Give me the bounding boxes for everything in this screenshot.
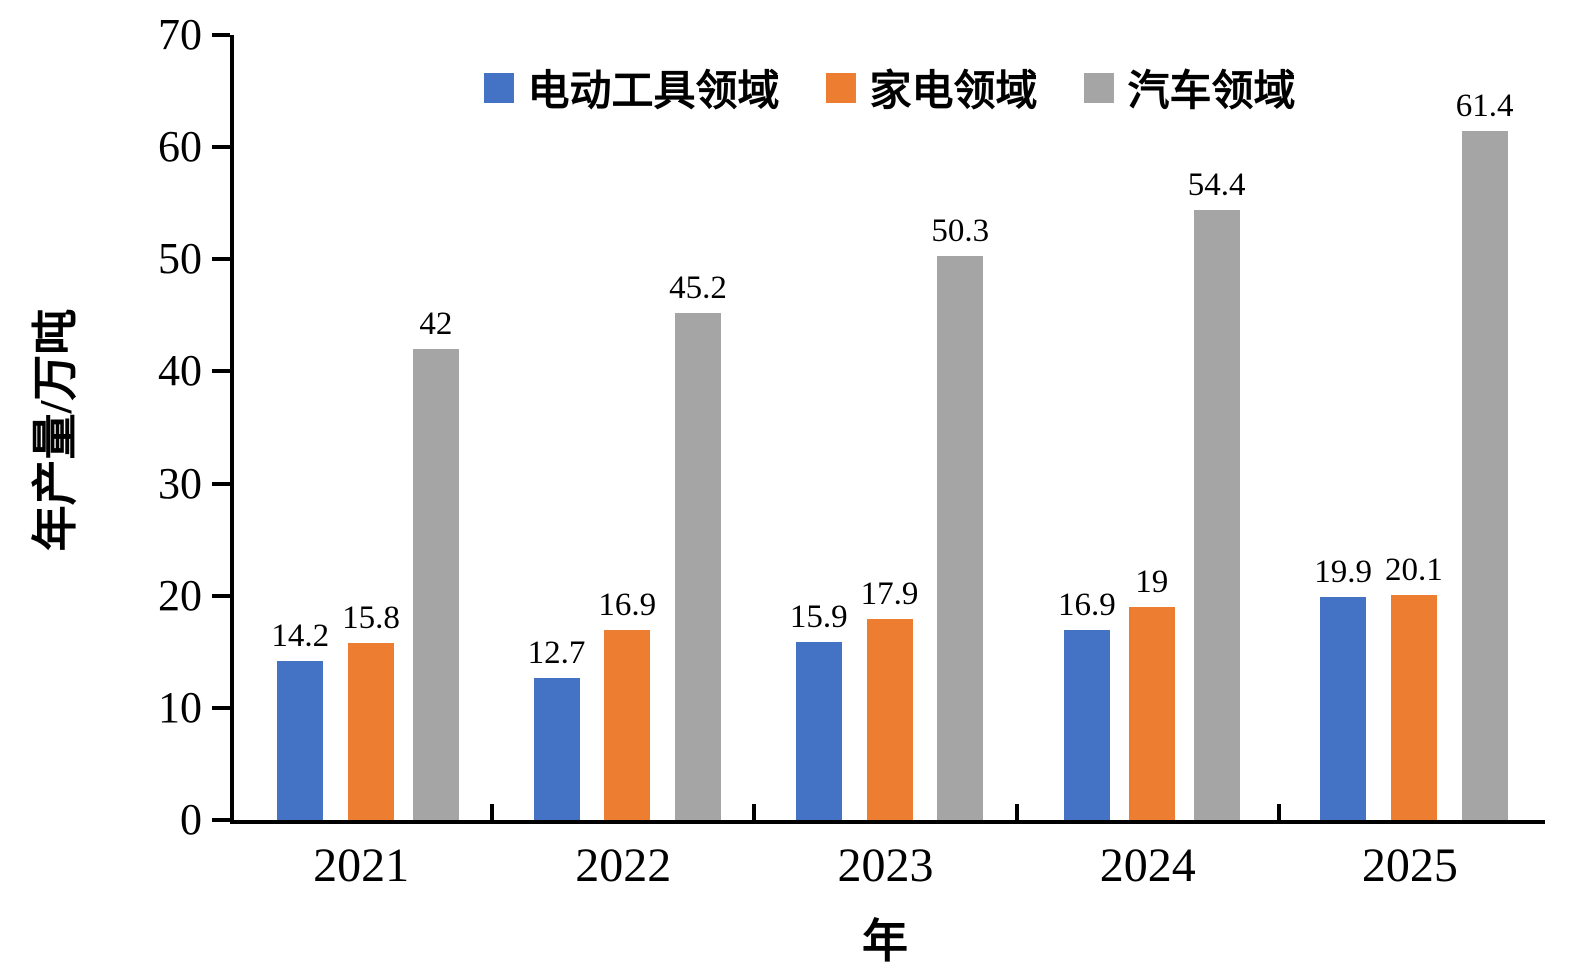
y-axis-tick [212,705,230,710]
bar [795,641,842,820]
bar-value-label: 16.9 [598,587,657,624]
bar-value-label: 12.7 [527,634,586,671]
bar [1128,606,1175,820]
legend-swatch-blue [483,72,514,103]
y-axis-tick-label: 30 [158,458,202,508]
bar-value-label: 15.9 [789,598,848,635]
bar-value-label: 45.2 [669,270,727,307]
bar-value-label: 17.9 [860,576,919,613]
bar [604,630,651,820]
bar-value-label: 20.1 [1385,551,1443,588]
bar-groups: 14.2 15.8 42 12.7 16.9 45.2 15.9 17.9 50.3 16.9 19… [234,35,1545,820]
y-axis-tick-label: 10 [158,682,202,732]
legend-swatch-orange [825,72,856,103]
legend-item-home-appliance: 家电领域 [825,57,1038,118]
bar-column: 45.2 [669,272,727,820]
y-axis-tick-label: 70 [158,10,202,59]
bar-column: 16.9 [1058,589,1116,820]
bar-column: 17.9 [860,576,919,820]
bar-value-label: 42 [419,306,453,342]
x-axis-tick-label: 2022 [575,839,672,892]
y-axis-tick [212,145,230,150]
x-axis-tick-label: 2024 [1099,839,1196,892]
y-axis-tick-label: 40 [158,346,202,396]
bar [412,349,459,820]
bar-group-2022: 12.7 16.9 45.2 [496,35,758,820]
x-axis-tick-label: 2023 [837,839,934,892]
bar [1390,594,1437,820]
bar [533,677,580,820]
bar-group-2024: 16.9 19 54.4 [1021,35,1283,820]
bar-column: 16.9 [598,589,656,820]
bar-value-label: 50.3 [931,212,990,249]
bar-group-2023: 15.9 17.9 50.3 [758,35,1020,820]
bar-value-label: 61.4 [1455,88,1514,125]
bar [1461,131,1508,820]
y-axis-tick-label: 0 [180,795,202,844]
x-axis-tick [1014,804,1019,820]
x-axis-tick-label: 2025 [1361,839,1458,892]
bar-column: 19.9 [1314,553,1373,820]
bar-column: 19 [1128,563,1175,820]
y-axis-title: 年产量/万吨 [30,308,81,552]
bar-value-label: 54.4 [1187,166,1246,203]
plot-area: 14.2 15.8 42 12.7 16.9 45.2 15.9 17.9 50.3 16.9 19… [230,35,1545,824]
bar [1320,596,1367,820]
bar-value-label: 19 [1135,563,1169,600]
bar-column: 14.2 [271,617,330,820]
x-axis-tick [1276,804,1281,820]
bar-column: 15.9 [789,598,848,820]
y-axis-tick-label: 60 [158,122,202,172]
x-axis-title: 年 [862,916,908,967]
bar-value-label: 16.9 [1057,587,1116,624]
legend-label: 电动工具领域 [527,69,780,115]
x-axis-tick [490,804,495,820]
bar [347,642,394,820]
legend-item-automotive: 汽车领域 [1083,57,1296,118]
bar [675,313,722,820]
bar-column: 12.7 [527,634,586,820]
y-axis-tick [212,257,230,262]
bar-column: 50.3 [931,212,990,820]
x-axis-tick [752,804,757,820]
y-axis-tick-label: 50 [158,234,202,284]
y-axis-tick [212,33,230,37]
bar [277,660,324,820]
legend-swatch-gray [1083,72,1114,103]
bar [1063,630,1110,820]
legend-item-power-tools: 电动工具领域 [483,57,779,118]
bar-value-label: 19.9 [1314,553,1373,590]
y-axis-tick [212,593,230,598]
bar-column: 20.1 [1385,551,1443,820]
x-axis-tick-label: 2021 [313,839,410,892]
bar-group-2025: 19.9 20.1 61.4 [1283,35,1545,820]
y-axis-tick [212,818,230,822]
bar-value-label: 14.2 [271,617,330,654]
y-axis-tick-label: 20 [158,570,202,620]
bar [866,619,913,820]
legend-label: 家电领域 [869,69,1038,115]
legend: 电动工具领域 家电领域 汽车领域 [483,57,1296,118]
bar-column: 42 [412,306,459,820]
bar-value-label: 15.8 [342,599,400,636]
bar [937,255,984,820]
bar-column: 61.4 [1456,90,1514,820]
bar-group-2021: 14.2 15.8 42 [234,35,496,820]
y-axis-tick [212,481,230,486]
bar-column: 54.4 [1187,166,1246,820]
y-axis-tick [212,369,230,374]
bar-column: 15.8 [342,599,400,820]
bar [1193,209,1240,820]
legend-label: 汽车领域 [1127,69,1296,115]
